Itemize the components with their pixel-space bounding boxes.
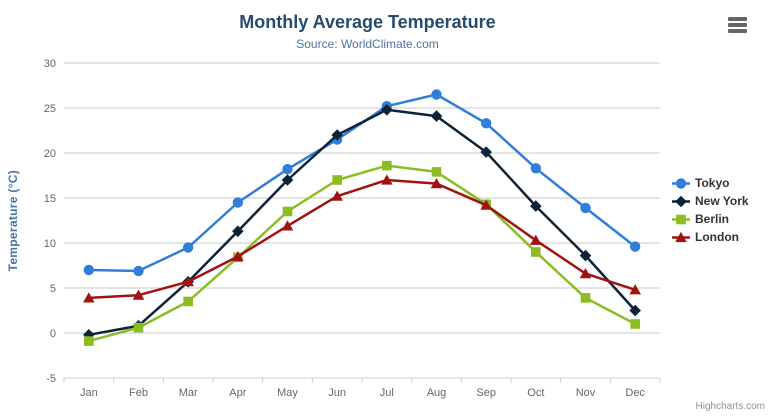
legend-marker-diamond-icon [672, 195, 690, 207]
x-axis-label: Mar [179, 387, 198, 399]
x-axis-label: Apr [229, 387, 246, 399]
y-axis-label: 15 [44, 193, 56, 205]
chart-title: Monthly Average Temperature [239, 12, 496, 32]
x-axis-label: Feb [129, 387, 148, 399]
x-axis-label: Jun [328, 387, 346, 399]
legend-label: London [695, 230, 739, 244]
series-line[interactable] [87, 108, 637, 337]
x-axis-label: May [277, 387, 298, 399]
legend-item-london[interactable]: London [672, 228, 749, 246]
legend-item-tokyo[interactable]: Tokyo [672, 174, 749, 192]
legend-label: Tokyo [695, 176, 730, 190]
y-axis-label: -5 [46, 373, 56, 385]
y-axis-label: 30 [44, 58, 56, 70]
y-axis-label: 20 [44, 148, 56, 160]
series-new-york[interactable] [83, 104, 641, 341]
hamburger-icon [728, 17, 747, 21]
y-axis-label: 5 [50, 283, 56, 295]
credits-link[interactable]: Highcharts.com [695, 401, 765, 412]
hamburger-icon [728, 23, 747, 27]
legend-label: Berlin [695, 212, 730, 226]
x-axis-label: Jan [80, 387, 98, 399]
chart-context-menu-button[interactable] [725, 14, 751, 36]
hamburger-icon [728, 29, 747, 33]
legend: Tokyo New York Berlin London [672, 174, 749, 246]
x-axis: Jan Feb Mar Apr May Jun Jul Aug Sep Oct Nov Dec [63, 377, 661, 399]
y-axis-title: Temperature (°C) [6, 169, 20, 272]
x-axis-label: Nov [576, 387, 596, 399]
series-london[interactable] [83, 174, 641, 303]
gridlines [64, 62, 660, 379]
legend-item-berlin[interactable]: Berlin [672, 210, 749, 228]
legend-item-new-york[interactable]: New York [672, 192, 749, 210]
series-line[interactable] [87, 178, 637, 300]
chart-subtitle: Source: WorldClimate.com [296, 37, 439, 51]
x-axis-label: Dec [625, 387, 645, 399]
series-line[interactable] [87, 93, 637, 273]
legend-marker-square-icon [672, 214, 690, 224]
legend-marker-triangle-icon [672, 231, 690, 242]
x-axis-label: Sep [476, 387, 496, 399]
y-axis-label: 25 [44, 103, 56, 115]
y-axis-label: 10 [44, 238, 56, 250]
series-tokyo[interactable] [83, 89, 641, 277]
series-line[interactable] [87, 164, 637, 343]
legend-label: New York [695, 194, 749, 208]
y-axis-label: 0 [50, 328, 56, 340]
x-axis-label: Oct [527, 387, 544, 399]
x-axis-label: Aug [427, 387, 447, 399]
y-axis-labels: -5 0 5 10 15 20 25 30 [44, 58, 56, 385]
x-axis-label: Jul [380, 387, 394, 399]
legend-marker-circle-icon [672, 177, 690, 189]
